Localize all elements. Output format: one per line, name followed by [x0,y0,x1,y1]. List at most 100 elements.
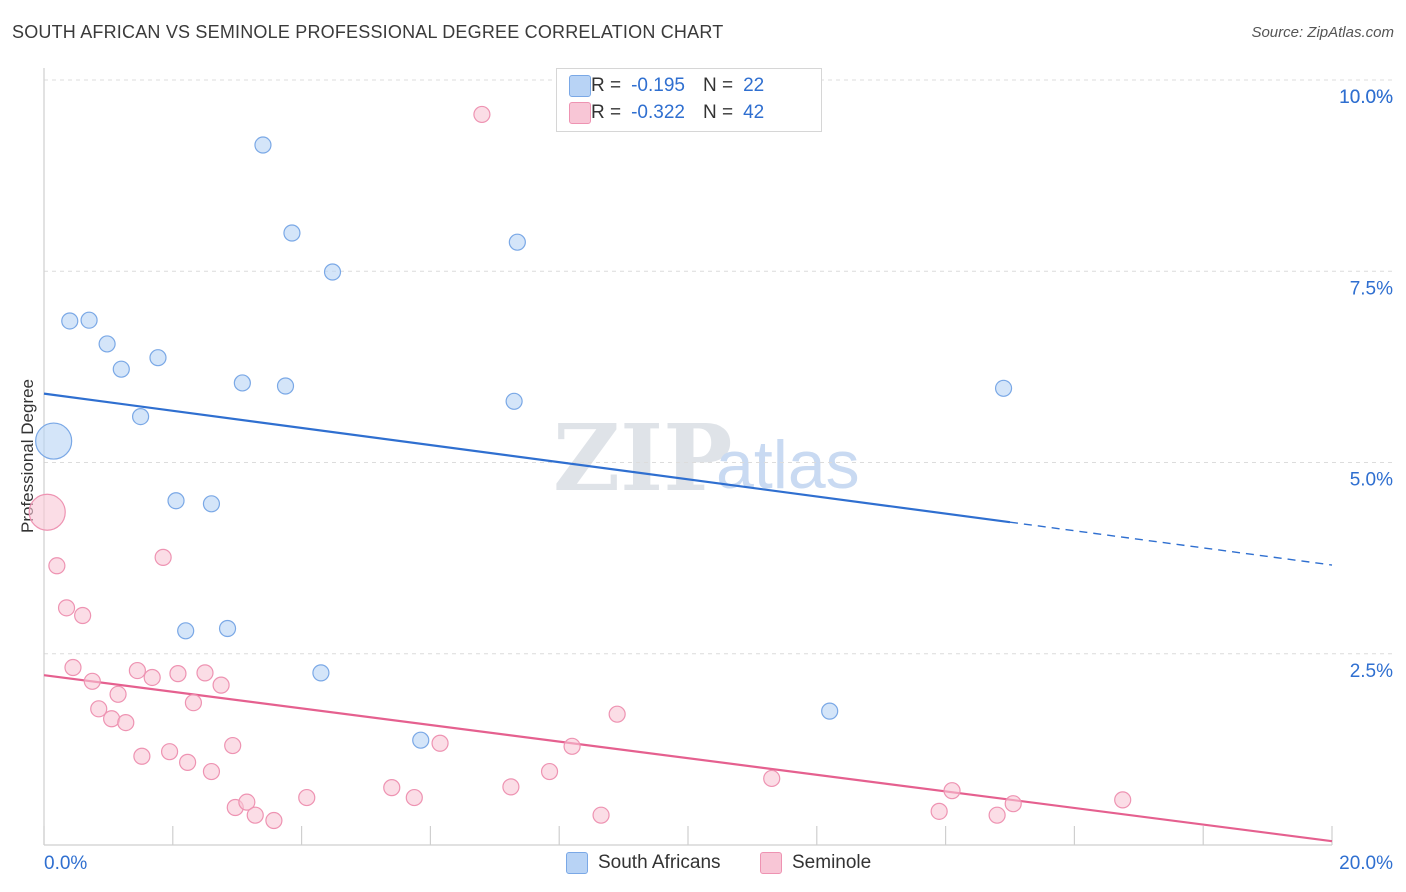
seminole-n-value: 42 [743,102,765,123]
y-tick-label: 7.5% [1350,278,1393,299]
n-label: N = [702,75,734,96]
y-tick-label: 10.0% [1339,87,1393,108]
seminole-point [502,778,520,796]
x-tick-label: 0.0% [44,853,87,874]
south-africans-point [276,377,295,395]
correlation-legend: R = -0.195 N = 22 R = -0.322 N = 42 [556,68,822,132]
south-africans-point [167,492,185,510]
gridlines [44,79,1392,655]
seminole-legend-label: Seminole [792,852,872,873]
south-africans-point [218,619,237,638]
seminole-point [196,664,214,682]
y-tick-label: 2.5% [1350,661,1393,682]
seminole-point [265,811,283,830]
seminole-point [202,762,221,781]
seminole-point [154,548,172,566]
seminole-point [298,788,316,807]
seminole-swatch [569,102,591,124]
seminole-point [212,676,230,694]
south-africans-point [283,224,301,242]
legend-row-seminole: R = -0.322 N = 42 [569,100,765,126]
south-africans-point [323,263,342,281]
r-label: R = [591,102,622,123]
seminole-legend-swatch [760,852,782,874]
seminole-point [179,753,197,771]
seminole-point [143,668,161,687]
seminole-point [246,806,264,824]
seminole-point [74,606,92,625]
seminole-point [133,747,151,765]
seminole-r-value: -0.322 [631,102,685,123]
seminole-point [160,743,179,761]
data-points [28,105,1132,830]
chart-title: SOUTH AFRICAN VS SEMINOLE PROFESSIONAL D… [12,22,724,42]
trend-lines [43,392,1333,843]
seminole-point [64,658,82,677]
seminole-point [224,736,242,755]
south-africans-point [35,422,73,460]
y-tick-label: 5.0% [1350,470,1393,491]
south-africans-point [821,702,839,720]
seminole-point [90,700,108,718]
south-africans-point [61,312,79,330]
south-africans-trend-line [43,392,1011,524]
r-label: R = [591,75,622,96]
south-africans-trend-line-extension [1009,521,1333,566]
seminole-point [1004,795,1022,813]
source-credit: Source: ZipAtlas.com [1251,24,1394,41]
seminole-point [238,793,256,811]
seminole-point [405,788,423,807]
south-africans-swatch [569,75,591,97]
south-africans-legend-label: South Africans [598,852,721,873]
seminole-point [103,710,121,728]
seminole-point [169,665,187,683]
south-africans-point [312,664,330,682]
south-africans-point [254,136,272,154]
n-label: N = [702,102,734,123]
seminole-point [109,685,127,703]
south-africans-point [505,392,523,410]
seminole-point [592,806,610,824]
series-legend: South Africans Seminole [0,852,1406,878]
seminole-point [57,599,76,617]
south-africans-point [80,311,98,329]
seminole-point [473,105,491,124]
watermark-atlas: atlas [716,427,860,503]
seminole-point [988,806,1006,824]
legend-row-south-africans: R = -0.195 N = 22 [569,73,765,99]
south-africans-point [112,360,130,378]
south-africans-point [132,408,150,426]
watermark-zip: ZIP [553,404,732,512]
seminole-point [83,672,101,690]
tick-labels: 2.5%5.0%7.5%10.0%10.0%0.0% 20.0% [44,87,1393,874]
seminole-point [28,493,66,531]
south-africans-point [233,374,251,392]
y-tick-label: 10.0% [1339,87,1393,108]
seminole-point [540,762,559,781]
seminole-trend-line [43,674,1333,843]
south-africans-point [202,495,221,513]
seminole-point [608,705,626,723]
legend-item-south-africans[interactable]: South Africans [566,852,721,874]
seminole-point [943,782,961,800]
south-africans-legend-swatch [566,852,588,874]
seminole-point [1114,791,1132,809]
legend-item-seminole[interactable]: Seminole [760,852,871,874]
south-africans-r-value: -0.195 [631,75,685,96]
seminole-point [563,737,581,755]
watermark: ZIP atlas [553,404,860,512]
seminole-point [930,802,948,820]
south-africans-point [994,379,1013,397]
south-africans-point [98,335,116,353]
south-africans-point [508,233,526,251]
seminole-point [128,661,146,680]
south-africans-n-value: 22 [743,75,765,96]
seminole-point [184,694,203,712]
seminole-point [431,734,449,752]
seminole-point [383,779,401,797]
x-tick-label: 20.0% [1339,853,1393,874]
seminole-point [48,557,66,575]
seminole-point [763,769,781,788]
south-africans-point [177,622,195,640]
